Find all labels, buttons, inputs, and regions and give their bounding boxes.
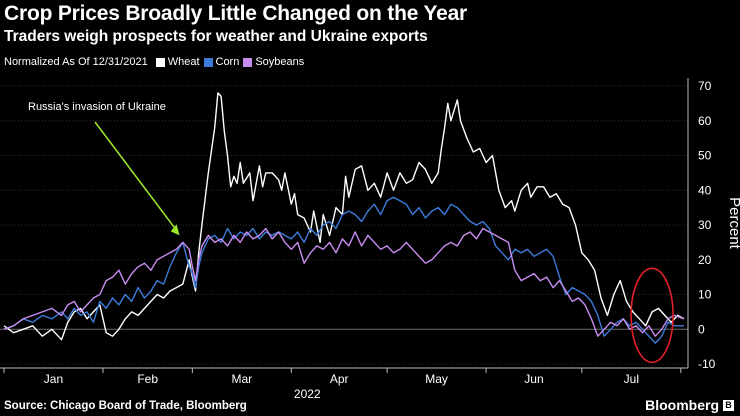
y-tick-label: 0 [698, 322, 705, 336]
series-line-corn [3, 196, 684, 344]
x-tick-label: May [425, 372, 448, 386]
series-line-wheat [3, 92, 685, 341]
legend-label-soybeans: Soybeans [255, 56, 305, 68]
normalization-note: Normalized As Of 12/31/2021 [4, 56, 148, 68]
legend-swatch-wheat [155, 57, 165, 67]
legend-label-corn: Corn [215, 56, 240, 68]
x-tick-label: Apr [330, 372, 349, 386]
legend: Normalized As Of 12/31/2021 Wheat Corn S… [4, 56, 308, 68]
legend-label-wheat: Wheat [167, 56, 200, 68]
y-tick-label: 40 [698, 183, 712, 197]
chart-subtitle: Traders weigh prospects for weather and … [4, 28, 428, 45]
x-tick-label: Jul [624, 372, 639, 386]
y-tick-label: 70 [698, 79, 712, 93]
y-tick-label: -10 [698, 357, 716, 371]
x-tick-label: Mar [232, 372, 253, 386]
series-line-soybeans [3, 227, 685, 337]
y-tick-label: 30 [698, 218, 712, 232]
brand-name: Bloomberg [645, 397, 719, 413]
y-axis-title: Percent [726, 197, 740, 250]
x-tick-label: Feb [137, 372, 158, 386]
highlight-circle [630, 267, 674, 364]
y-tick-label: 10 [698, 288, 712, 302]
annotation-arrow [94, 121, 178, 231]
annotation-arrowhead [170, 224, 180, 236]
legend-swatch-soybeans [243, 57, 253, 67]
legend-item-soybeans: Soybeans [243, 56, 304, 68]
legend-item-wheat: Wheat [155, 56, 200, 68]
y-tick-label: 60 [698, 114, 712, 128]
y-tick-label: 20 [698, 253, 712, 267]
bloomberg-terminal-icon: B [723, 399, 734, 411]
bloomberg-logo: Bloomberg B [645, 397, 734, 413]
chart-title: Crop Prices Broadly Little Changed on th… [4, 2, 468, 25]
x-tick-label: Jun [524, 372, 543, 386]
annotation-label: Russia's invasion of Ukraine [28, 101, 166, 113]
y-tick-label: 50 [698, 149, 712, 163]
x-axis-title: 2022 [294, 387, 321, 401]
legend-item-corn: Corn [203, 56, 240, 68]
x-tick-label: Jan [44, 372, 63, 386]
legend-swatch-corn [203, 57, 213, 67]
source-note: Source: Chicago Board of Trade, Bloomber… [4, 400, 247, 412]
